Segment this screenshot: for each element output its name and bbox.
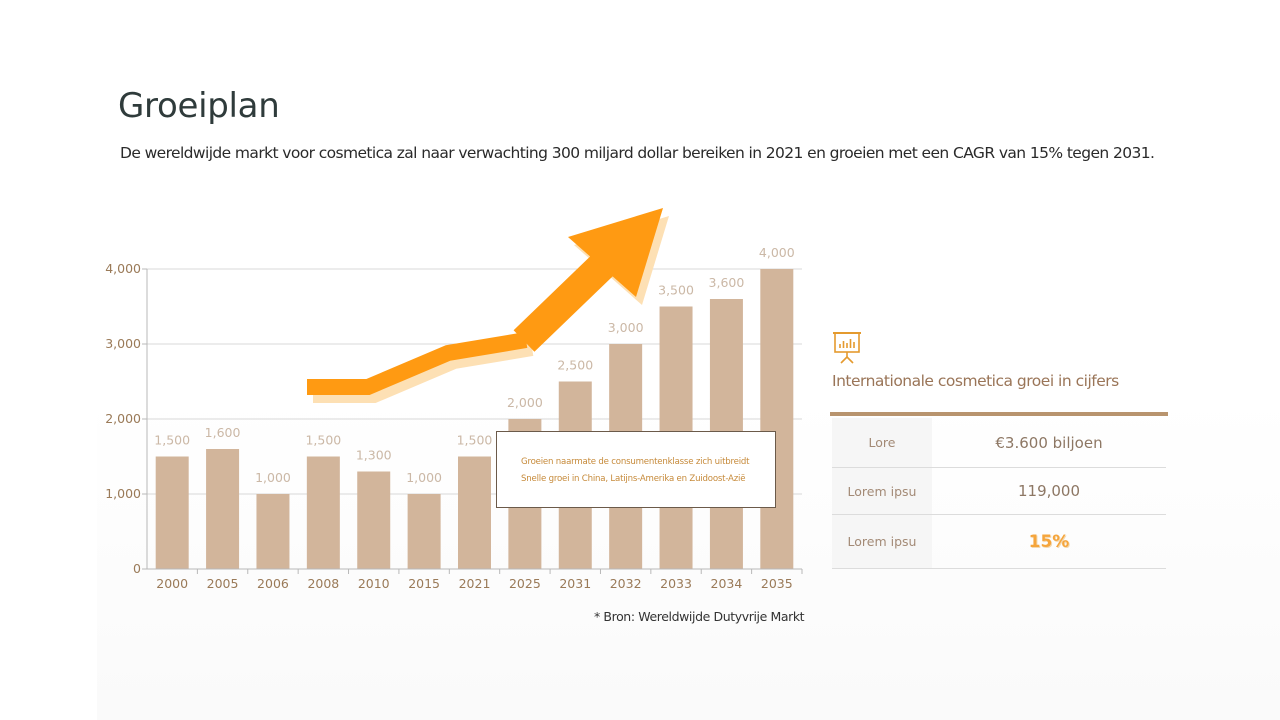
stats-row: Lore €3.600 biljoen bbox=[832, 418, 1166, 468]
y-tick-label: 3,000 bbox=[105, 336, 141, 351]
bar bbox=[256, 494, 290, 569]
stats-row-value: 119,000 bbox=[932, 467, 1166, 515]
stats-table: Lore €3.600 biljoen Lorem ipsu 119,000 L… bbox=[832, 418, 1166, 569]
bar-value-label: 3,000 bbox=[608, 320, 644, 335]
bar-value-label: 1,300 bbox=[356, 448, 392, 463]
y-tick-label: 0 bbox=[133, 561, 141, 576]
stats-title: Internationale cosmetica groei in cijfer… bbox=[832, 372, 1119, 390]
bar-value-label: 2,500 bbox=[557, 358, 593, 373]
bar bbox=[206, 449, 240, 569]
y-tick-label: 2,000 bbox=[105, 411, 141, 426]
callout-line-1: Groeien naarmate de consumentenklasse zi… bbox=[521, 457, 750, 467]
presentation-chart-icon bbox=[833, 332, 861, 364]
growth-arrow-shaft bbox=[307, 332, 528, 395]
source-note: * Bron: Wereldwijde Dutyvrije Markt bbox=[594, 609, 805, 624]
chart-bars bbox=[155, 269, 794, 569]
bar bbox=[458, 456, 491, 569]
x-tick-label: 2008 bbox=[307, 576, 339, 591]
bar bbox=[760, 269, 794, 569]
x-tick-label: 2031 bbox=[559, 576, 591, 591]
x-tick-label: 2015 bbox=[408, 576, 440, 591]
x-tick-label: 2005 bbox=[207, 576, 239, 591]
chart-value-labels: 1,500 1,600 1,000 1,500 1,300 1,000 1,500 2,000… bbox=[154, 245, 794, 485]
bar-value-label: 1,600 bbox=[205, 425, 241, 440]
stats-row-value: €3.600 biljoen bbox=[932, 418, 1166, 468]
y-tick-label: 1,000 bbox=[105, 486, 141, 501]
bar-value-label: 1,500 bbox=[305, 433, 341, 448]
bar-value-label: 3,600 bbox=[709, 275, 745, 290]
x-tick-label: 2021 bbox=[459, 576, 491, 591]
x-tick-label: 2025 bbox=[509, 576, 541, 591]
stats-divider bbox=[830, 412, 1168, 416]
y-tick-label: 4,000 bbox=[105, 261, 141, 276]
bar-value-label: 1,000 bbox=[406, 470, 442, 485]
x-tick-label: 2000 bbox=[156, 576, 188, 591]
callout-box: Groeien naarmate de consumentenklasse zi… bbox=[496, 431, 776, 508]
bar-value-label: 1,500 bbox=[154, 433, 190, 448]
bar-value-label: 2,000 bbox=[507, 395, 543, 410]
bar-value-label: 3,500 bbox=[658, 283, 694, 298]
stats-row: Lorem ipsu 119,000 bbox=[832, 467, 1166, 515]
bar-value-label: 1,500 bbox=[457, 433, 493, 448]
x-tick-label: 2035 bbox=[761, 576, 793, 591]
stats-row-label: Lorem ipsu bbox=[832, 467, 932, 515]
page-title: Groeiplan bbox=[118, 86, 280, 126]
page-subtitle: De wereldwijde markt voor cosmetica zal … bbox=[120, 144, 1155, 162]
stats-row-value-highlight: 15% bbox=[932, 514, 1166, 569]
chart-axes: 0 1,000 2,000 3,000 4,000 2000 2005 2006 2008 201… bbox=[105, 261, 803, 591]
growth-arrow bbox=[307, 208, 669, 403]
x-tick-label: 2032 bbox=[610, 576, 642, 591]
callout-line-2: Snelle groei in China, Latijns-Amerika e… bbox=[521, 474, 746, 484]
growth-arrow-neck bbox=[513, 251, 617, 352]
bar-value-label: 4,000 bbox=[759, 245, 795, 260]
growth-arrow-head bbox=[568, 208, 663, 297]
bar bbox=[357, 471, 391, 569]
bar bbox=[306, 456, 340, 569]
bar bbox=[407, 494, 441, 569]
stats-row: Lorem ipsu 15% bbox=[832, 514, 1166, 569]
bar-value-label: 1,000 bbox=[255, 470, 291, 485]
x-tick-label: 2006 bbox=[257, 576, 289, 591]
stats-row-label: Lorem ipsu bbox=[832, 514, 932, 569]
x-tick-label: 2033 bbox=[660, 576, 692, 591]
x-tick-label: 2034 bbox=[711, 576, 743, 591]
stats-row-label: Lore bbox=[832, 418, 932, 468]
bar bbox=[155, 456, 189, 569]
x-tick-label: 2010 bbox=[358, 576, 390, 591]
